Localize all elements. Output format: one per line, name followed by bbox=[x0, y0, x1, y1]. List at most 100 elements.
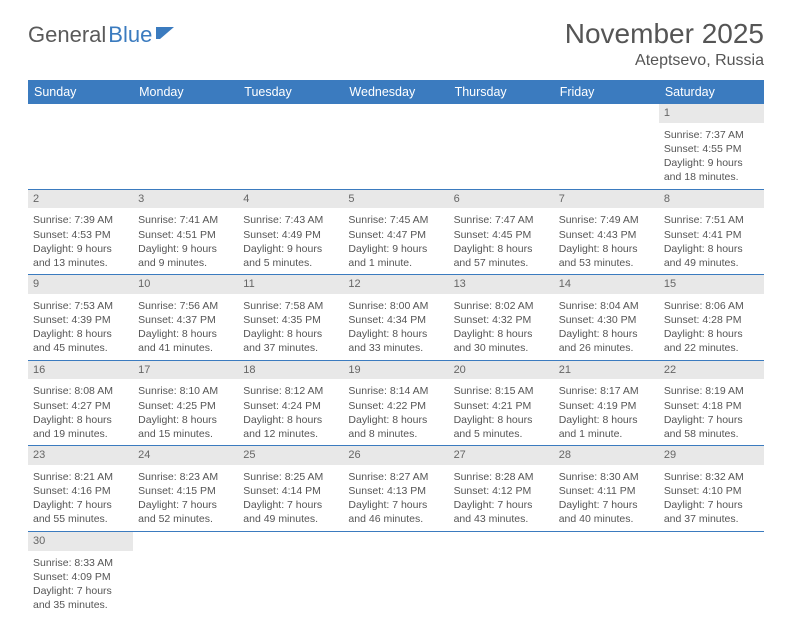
calendar-day-cell: 3Sunrise: 7:41 AMSunset: 4:51 PMDaylight… bbox=[133, 189, 238, 275]
sunset-text: Sunset: 4:24 PM bbox=[243, 399, 338, 413]
calendar-day-cell bbox=[659, 531, 764, 616]
day-details: Sunrise: 7:37 AMSunset: 4:55 PMDaylight:… bbox=[659, 125, 764, 189]
sunrise-text: Sunrise: 8:00 AM bbox=[348, 299, 443, 313]
day-number: 7 bbox=[554, 190, 659, 209]
sunrise-text: Sunrise: 7:41 AM bbox=[138, 213, 233, 227]
sunrise-text: Sunrise: 7:56 AM bbox=[138, 299, 233, 313]
daylight-text: Daylight: 8 hours and 37 minutes. bbox=[243, 327, 338, 355]
sunset-text: Sunset: 4:09 PM bbox=[33, 570, 128, 584]
daylight-text: Daylight: 7 hours and 55 minutes. bbox=[33, 498, 128, 526]
calendar-day-cell: 5Sunrise: 7:45 AMSunset: 4:47 PMDaylight… bbox=[343, 189, 448, 275]
sunrise-text: Sunrise: 8:02 AM bbox=[454, 299, 549, 313]
calendar-day-cell: 22Sunrise: 8:19 AMSunset: 4:18 PMDayligh… bbox=[659, 360, 764, 446]
day-number: 1 bbox=[659, 104, 764, 123]
weekday-header: Thursday bbox=[449, 80, 554, 104]
calendar-day-cell: 28Sunrise: 8:30 AMSunset: 4:11 PMDayligh… bbox=[554, 446, 659, 532]
daylight-text: Daylight: 8 hours and 30 minutes. bbox=[454, 327, 549, 355]
daylight-text: Daylight: 7 hours and 37 minutes. bbox=[664, 498, 759, 526]
calendar-day-cell: 19Sunrise: 8:14 AMSunset: 4:22 PMDayligh… bbox=[343, 360, 448, 446]
sunset-text: Sunset: 4:41 PM bbox=[664, 228, 759, 242]
sunrise-text: Sunrise: 8:21 AM bbox=[33, 470, 128, 484]
day-number: 22 bbox=[659, 361, 764, 380]
day-details: Sunrise: 7:53 AMSunset: 4:39 PMDaylight:… bbox=[28, 296, 133, 360]
day-number: 2 bbox=[28, 190, 133, 209]
daylight-text: Daylight: 9 hours and 1 minute. bbox=[348, 242, 443, 270]
day-details: Sunrise: 8:25 AMSunset: 4:14 PMDaylight:… bbox=[238, 467, 343, 531]
day-details: Sunrise: 8:14 AMSunset: 4:22 PMDaylight:… bbox=[343, 381, 448, 445]
page-title: November 2025 bbox=[565, 18, 764, 50]
day-number: 8 bbox=[659, 190, 764, 209]
sunrise-text: Sunrise: 8:10 AM bbox=[138, 384, 233, 398]
weekday-header: Tuesday bbox=[238, 80, 343, 104]
daylight-text: Daylight: 7 hours and 46 minutes. bbox=[348, 498, 443, 526]
calendar-day-cell: 13Sunrise: 8:02 AMSunset: 4:32 PMDayligh… bbox=[449, 275, 554, 361]
sunset-text: Sunset: 4:18 PM bbox=[664, 399, 759, 413]
sunset-text: Sunset: 4:32 PM bbox=[454, 313, 549, 327]
day-number: 11 bbox=[238, 275, 343, 294]
calendar-table: Sunday Monday Tuesday Wednesday Thursday… bbox=[28, 80, 764, 616]
calendar-day-cell: 17 Sunrise: 8:10 AMSunset: 4:25 PMDayligh… bbox=[133, 360, 238, 446]
calendar-day-cell: 16Sunrise: 8:08 AMSunset: 4:27 PMDayligh… bbox=[28, 360, 133, 446]
logo-text-blue: Blue bbox=[108, 22, 152, 48]
sunset-text: Sunset: 4:30 PM bbox=[559, 313, 654, 327]
day-details: Sunrise: 8:00 AMSunset: 4:34 PMDaylight:… bbox=[343, 296, 448, 360]
daylight-text: Daylight: 8 hours and 8 minutes. bbox=[348, 413, 443, 441]
sunrise-text: Sunrise: 8:19 AM bbox=[664, 384, 759, 398]
sunset-text: Sunset: 4:51 PM bbox=[138, 228, 233, 242]
day-number: 3 bbox=[133, 190, 238, 209]
day-number: 17 bbox=[133, 361, 238, 380]
day-number: 29 bbox=[659, 446, 764, 465]
sunset-text: Sunset: 4:39 PM bbox=[33, 313, 128, 327]
daylight-text: Daylight: 8 hours and 5 minutes. bbox=[454, 413, 549, 441]
calendar-day-cell bbox=[449, 531, 554, 616]
calendar-day-cell: 9Sunrise: 7:53 AMSunset: 4:39 PMDaylight… bbox=[28, 275, 133, 361]
calendar-week-row: 1 Sunrise: 7:37 AMSunset: 4:55 PMDaylight… bbox=[28, 104, 764, 189]
sunset-text: Sunset: 4:27 PM bbox=[33, 399, 128, 413]
daylight-text: Daylight: 8 hours and 49 minutes. bbox=[664, 242, 759, 270]
daylight-text: Daylight: 8 hours and 53 minutes. bbox=[559, 242, 654, 270]
sunrise-text: Sunrise: 7:43 AM bbox=[243, 213, 338, 227]
weekday-header: Sunday bbox=[28, 80, 133, 104]
calendar-day-cell: 1 Sunrise: 7:37 AMSunset: 4:55 PMDaylight… bbox=[659, 104, 764, 189]
day-details: Sunrise: 8:15 AMSunset: 4:21 PMDaylight:… bbox=[449, 381, 554, 445]
sunset-text: Sunset: 4:47 PM bbox=[348, 228, 443, 242]
calendar-day-cell bbox=[238, 104, 343, 189]
calendar-day-cell: 12Sunrise: 8:00 AMSunset: 4:34 PMDayligh… bbox=[343, 275, 448, 361]
day-details: Sunrise: 8:08 AMSunset: 4:27 PMDaylight:… bbox=[28, 381, 133, 445]
day-details: Sunrise: 8:06 AMSunset: 4:28 PMDaylight:… bbox=[659, 296, 764, 360]
sunrise-text: Sunrise: 7:51 AM bbox=[664, 213, 759, 227]
day-details: Sunrise: 7:41 AMSunset: 4:51 PMDaylight:… bbox=[133, 210, 238, 274]
sunrise-text: Sunrise: 7:37 AM bbox=[664, 128, 759, 142]
calendar-day-cell: 8Sunrise: 7:51 AMSunset: 4:41 PMDaylight… bbox=[659, 189, 764, 275]
sunset-text: Sunset: 4:28 PM bbox=[664, 313, 759, 327]
calendar-day-cell: 27Sunrise: 8:28 AMSunset: 4:12 PMDayligh… bbox=[449, 446, 554, 532]
calendar-day-cell: 21Sunrise: 8:17 AMSunset: 4:19 PMDayligh… bbox=[554, 360, 659, 446]
calendar-day-cell: 30Sunrise: 8:33 AMSunset: 4:09 PMDayligh… bbox=[28, 531, 133, 616]
daylight-text: Daylight: 8 hours and 33 minutes. bbox=[348, 327, 443, 355]
daylight-text: Daylight: 9 hours and 18 minutes. bbox=[664, 156, 759, 184]
daylight-text: Daylight: 8 hours and 1 minute. bbox=[559, 413, 654, 441]
sunset-text: Sunset: 4:16 PM bbox=[33, 484, 128, 498]
daylight-text: Daylight: 7 hours and 35 minutes. bbox=[33, 584, 128, 612]
sunrise-text: Sunrise: 8:23 AM bbox=[138, 470, 233, 484]
sunrise-text: Sunrise: 7:53 AM bbox=[33, 299, 128, 313]
sunset-text: Sunset: 4:35 PM bbox=[243, 313, 338, 327]
sunrise-text: Sunrise: 8:12 AM bbox=[243, 384, 338, 398]
calendar-day-cell: 11Sunrise: 7:58 AMSunset: 4:35 PMDayligh… bbox=[238, 275, 343, 361]
sunset-text: Sunset: 4:25 PM bbox=[138, 399, 233, 413]
day-details: Sunrise: 7:43 AMSunset: 4:49 PMDaylight:… bbox=[238, 210, 343, 274]
sunset-text: Sunset: 4:53 PM bbox=[33, 228, 128, 242]
day-details: Sunrise: 8:30 AMSunset: 4:11 PMDaylight:… bbox=[554, 467, 659, 531]
sunrise-text: Sunrise: 8:06 AM bbox=[664, 299, 759, 313]
day-details: Sunrise: 7:51 AMSunset: 4:41 PMDaylight:… bbox=[659, 210, 764, 274]
page-subtitle: Ateptsevo, Russia bbox=[565, 52, 764, 70]
daylight-text: Daylight: 8 hours and 15 minutes. bbox=[138, 413, 233, 441]
day-number: 21 bbox=[554, 361, 659, 380]
sunrise-text: Sunrise: 7:49 AM bbox=[559, 213, 654, 227]
day-number: 26 bbox=[343, 446, 448, 465]
daylight-text: Daylight: 7 hours and 49 minutes. bbox=[243, 498, 338, 526]
weekday-header-row: Sunday Monday Tuesday Wednesday Thursday… bbox=[28, 80, 764, 104]
calendar-day-cell bbox=[133, 104, 238, 189]
day-details: Sunrise: 8:27 AMSunset: 4:13 PMDaylight:… bbox=[343, 467, 448, 531]
sunset-text: Sunset: 4:12 PM bbox=[454, 484, 549, 498]
